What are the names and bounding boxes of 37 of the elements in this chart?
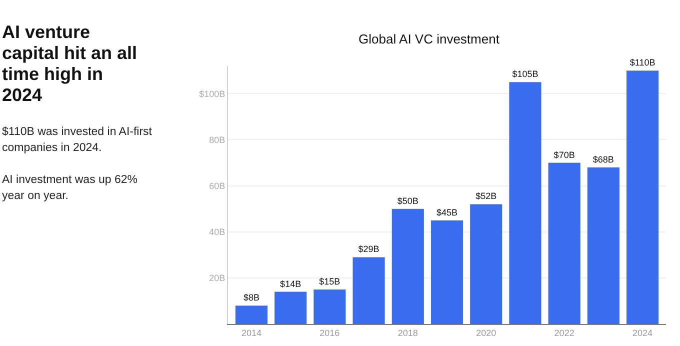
x-tick-label: 2022	[554, 328, 574, 338]
x-tick-label: 2016	[320, 328, 340, 338]
data-label: $29B	[358, 244, 380, 254]
data-label: $45B	[436, 207, 458, 218]
y-tick-label: $100B	[199, 88, 226, 99]
data-label: $8B	[243, 292, 260, 303]
y-tick-label: 60B	[209, 180, 226, 191]
text: $110B was invested in AI-first companies in 2024.	[2, 125, 152, 156]
data-label: $68B	[592, 154, 614, 164]
x-tick-label: 2014	[241, 328, 262, 338]
data-label: $70B	[554, 150, 575, 160]
bar	[352, 257, 385, 324]
bar	[314, 289, 346, 324]
bar	[430, 220, 464, 324]
data-label: $105B	[512, 69, 538, 80]
data-label: $50B	[397, 196, 418, 206]
bar	[235, 306, 268, 324]
chart-title: Global AI VC investment	[358, 32, 500, 47]
y-tick-label: 80B	[209, 134, 226, 145]
bar	[509, 82, 542, 324]
data-label: $14B	[280, 278, 302, 289]
data-label: $110B	[630, 58, 656, 68]
bar	[392, 208, 424, 324]
bar	[587, 167, 620, 324]
text: AI venture capital hit an all time high in 2024	[2, 22, 138, 106]
data-label: $15B	[319, 276, 340, 286]
bar	[626, 70, 659, 324]
x-tick-label: 2024	[632, 328, 653, 338]
y-tick-label: 40B	[209, 227, 226, 238]
bar	[274, 292, 307, 324]
bar	[470, 204, 502, 324]
y-tick-label: 20B	[209, 273, 226, 284]
x-tick-label: 2018	[398, 328, 418, 338]
text: AI investment was up 62% year on year.	[2, 173, 139, 204]
x-tick-label: 2020	[476, 328, 496, 338]
data-label: $52B	[476, 191, 497, 202]
bar	[548, 162, 580, 324]
